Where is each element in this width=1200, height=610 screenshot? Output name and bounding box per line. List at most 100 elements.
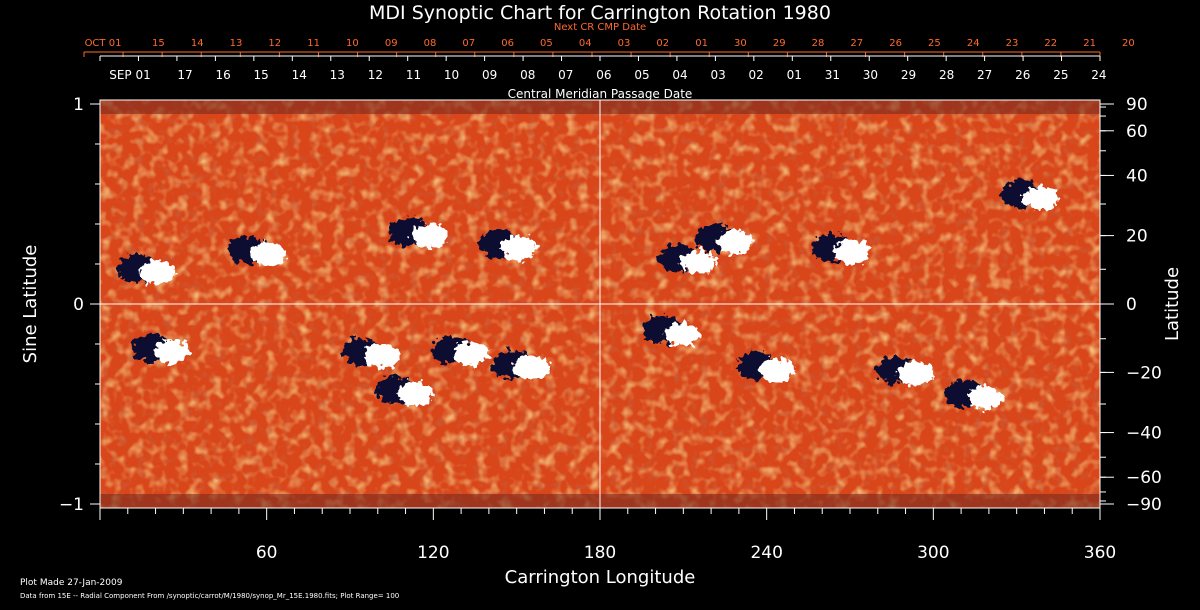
next-cr-date-label: 10 [346,38,359,49]
cmp-date-label: 06 [596,68,611,82]
cmp-date-label: 30 [863,68,878,82]
next-cr-date-label: 29 [773,38,786,49]
y-tick-label-right: −60 [1126,468,1162,488]
active-region [228,236,287,266]
cmp-axis-title: Central Meridian Passage Date [507,87,693,101]
positive-polarity-patch [664,322,701,346]
cmp-date-label: 14 [292,68,307,82]
positive-polarity-patch [967,386,1003,410]
positive-polarity-patch [500,236,537,260]
positive-polarity-patch [250,242,287,266]
active-region [642,316,701,346]
active-region [811,234,870,264]
x-axis-label: Carrington Longitude [505,567,696,588]
active-region [389,218,448,248]
cmp-date-label: 28 [939,68,954,82]
next-cr-date-label: 21 [1083,38,1096,49]
next-cr-date-label: 11 [307,38,320,49]
positive-polarity-patch [411,224,448,248]
next-cr-date-label: 13 [230,38,243,49]
next-cr-date-label: 14 [191,38,204,49]
cmp-date-label: 04 [672,68,687,82]
next-cr-date-label: 12 [268,38,281,49]
cmp-date-label: 24 [1091,68,1106,82]
x-tick-label: 300 [917,543,949,563]
next-cr-date-label: 05 [540,38,553,49]
cmp-date-label: 17 [177,68,192,82]
cmp-date-label: 13 [330,68,345,82]
active-region [375,376,434,406]
y-tick-label-left: −1 [59,495,84,515]
positive-polarity-patch [364,344,401,368]
cmp-date-label: 10 [444,68,459,82]
active-region [875,356,934,386]
plot-made-note: Plot Made 27-Jan-2009 [20,578,123,588]
y-tick-label-right: 20 [1126,227,1148,247]
next-cr-date-label: 03 [618,38,631,49]
y-tick-label-left: 0 [73,295,84,315]
active-region [658,244,717,274]
active-region [695,224,753,254]
x-tick-label: 60 [256,543,278,563]
chart-title: MDI Synoptic Chart for Carrington Rotati… [369,2,831,24]
next-cr-date-label: 02 [656,38,669,49]
positive-polarity-patch [897,362,934,386]
active-region [478,230,537,260]
y-tick-label-left: 1 [73,95,84,115]
active-regions [117,180,1059,410]
cmp-date-label: 31 [825,68,840,82]
next-cr-date-label: OCT 01 [85,38,122,49]
next-cr-date-label: 04 [579,38,592,49]
y-tick-label-right: 40 [1126,166,1148,186]
positive-polarity-patch [758,358,795,382]
data-source-note: Data from 15E -- Radial Component From /… [20,592,400,600]
cmp-date-label: 27 [977,68,992,82]
y-axis-label-right: Latitude [1162,267,1183,341]
active-region [431,336,490,366]
y-tick-label-right: −90 [1126,495,1162,515]
next-cr-date-label: 09 [385,38,398,49]
positive-polarity-patch [453,342,490,366]
cmp-date-label: 02 [749,68,764,82]
next-cr-date-label: 15 [152,38,165,49]
next-cr-date-label: 30 [734,38,747,49]
positive-polarity-patch [717,230,753,254]
y-tick-label-right: 90 [1126,95,1148,115]
next-cr-date-label: 20 [1122,38,1135,49]
x-tick-label: 240 [750,543,782,563]
next-cr-date-label: 24 [967,38,980,49]
active-region [131,334,190,364]
active-region [945,380,1003,410]
next-cr-date-label: 07 [462,38,475,49]
positive-polarity-patch [514,356,551,380]
cmp-date-label: 11 [406,68,421,82]
cmp-date-label: 26 [1015,68,1030,82]
positive-polarity-patch [680,250,717,274]
active-region [342,338,401,368]
cmp-date-label: 05 [634,68,649,82]
next-cr-date-label: 27 [850,38,863,49]
next-cr-date-label: 01 [695,38,708,49]
next-cr-date-label: 08 [424,38,437,49]
cmp-date-label: 16 [215,68,230,82]
active-region [492,350,551,380]
next-cr-date-label: 06 [501,38,514,49]
cmp-date-label: 29 [901,68,916,82]
x-tick-label: 180 [584,543,616,563]
next-cr-date-label: 28 [812,38,825,49]
x-tick-label: 360 [1084,543,1116,563]
active-region [1000,180,1059,210]
positive-polarity-patch [153,340,190,364]
next-cr-date-label: 26 [889,38,902,49]
y-axis-label-left: Sine Latitude [20,245,41,364]
positive-polarity-patch [1022,186,1059,210]
cmp-date-label: 07 [558,68,573,82]
positive-polarity-patch [833,240,870,264]
y-tick-label-right: 60 [1126,122,1148,142]
y-tick-label-right: −40 [1126,424,1162,444]
active-region [117,254,176,284]
cmp-date-label: 25 [1053,68,1068,82]
